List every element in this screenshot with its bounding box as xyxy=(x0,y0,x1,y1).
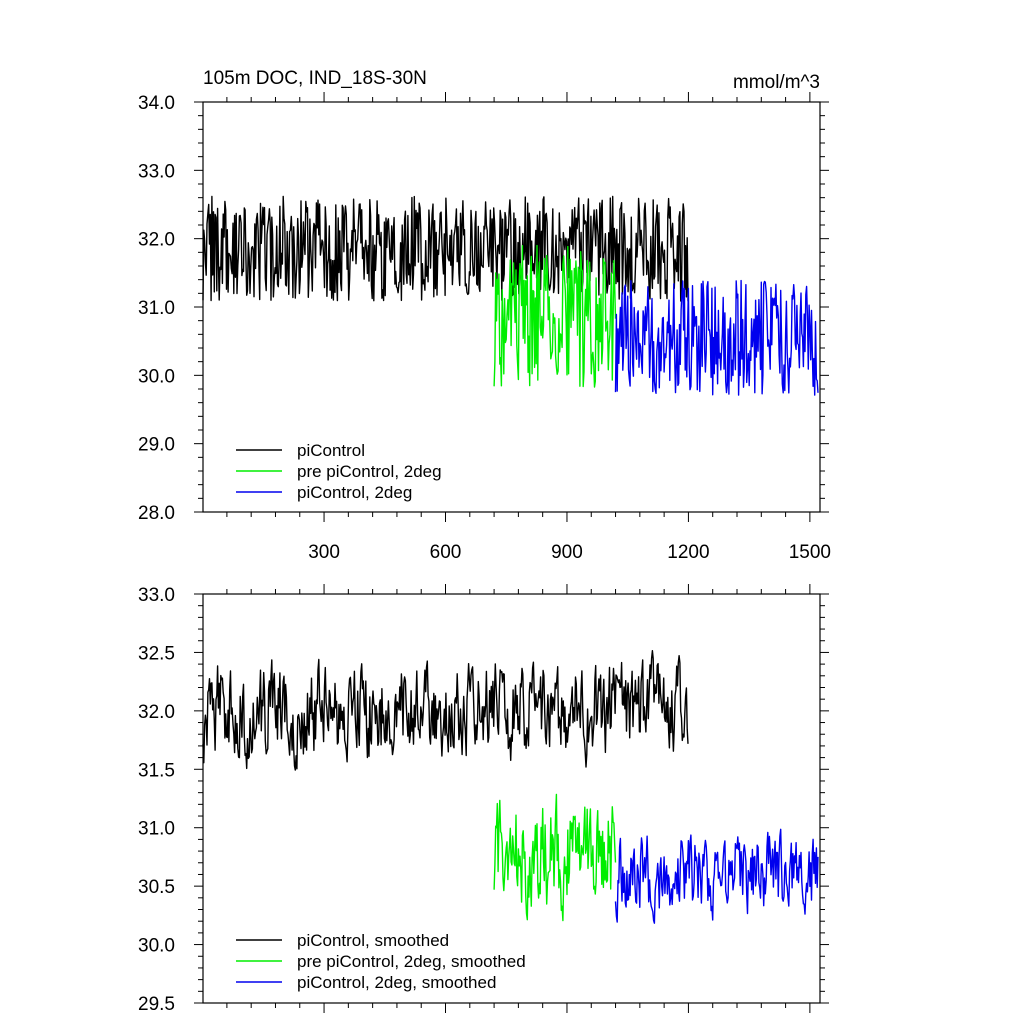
bottom-y-tick-labels: 33.0 32.5 32.0 31.5 31.0 30.5 30.0 29.5 xyxy=(138,585,175,1015)
y-tick-label: 32.5 xyxy=(138,643,175,664)
y-tick-label: 31.0 xyxy=(138,819,175,840)
series-line-pre-picontrol-2deg xyxy=(493,244,617,388)
top-chart-units: mmol/m^3 xyxy=(733,72,820,93)
y-tick-label: 34.0 xyxy=(138,93,175,114)
series-line-picontrol xyxy=(202,195,689,302)
y-tick-label: 29.0 xyxy=(138,435,175,456)
legend-label: piControl, 2deg, smoothed xyxy=(297,973,496,992)
bottom-series-lines xyxy=(202,650,819,924)
series-line-picontrol-2deg xyxy=(614,279,819,396)
legend-label: piControl xyxy=(297,441,365,460)
legend-label: piControl, 2deg xyxy=(297,483,412,502)
x-tick-label: 600 xyxy=(430,542,462,563)
bottom-ticks xyxy=(194,584,829,1013)
y-tick-label: 33.0 xyxy=(138,161,175,182)
series-line-picontrol-smoothed xyxy=(202,650,689,771)
x-tick-label: 300 xyxy=(308,542,340,563)
y-tick-label: 29.5 xyxy=(138,994,175,1015)
y-tick-label: 32.0 xyxy=(138,230,175,251)
x-tick-label: 1200 xyxy=(667,542,709,563)
top-panel: 105m DOC, IND_18S-30N mmol/m^3 34.033.03… xyxy=(138,68,831,563)
bottom-plot-frame xyxy=(202,593,821,1004)
y-tick-label: 33.0 xyxy=(138,585,175,606)
bottom-legend: piControl, smoothed pre piControl, 2deg, … xyxy=(236,931,526,992)
top-series-lines xyxy=(202,195,819,396)
y-tick-label: 28.0 xyxy=(138,503,175,524)
series-line-pre-picontrol-2deg-smoothed xyxy=(493,793,617,922)
y-tick-label: 30.5 xyxy=(138,877,175,898)
y-tick-label: 30.0 xyxy=(138,936,175,957)
bottom-panel: 33.0 32.5 32.0 31.5 31.0 30.5 30.0 29.5 piContr… xyxy=(138,584,829,1015)
legend-label: pre piControl, 2deg, smoothed xyxy=(297,952,526,971)
top-x-tick-labels: 300 600 900 1200 1500 xyxy=(308,542,831,563)
legend-label: piControl, smoothed xyxy=(297,931,449,950)
x-tick-label: 900 xyxy=(551,542,583,563)
y-tick-label: 32.0 xyxy=(138,702,175,723)
top-ticks xyxy=(194,92,829,522)
series-line-picontrol-2deg-smoothed xyxy=(614,828,819,924)
top-y-tick-labels: 34.0 33.0 32.0 31.0 30.0 29.0 28.0 xyxy=(138,93,175,524)
top-legend: piControl pre piControl, 2deg piControl, 2… xyxy=(236,441,442,502)
y-tick-label: 31.0 xyxy=(138,298,175,319)
y-tick-label: 31.5 xyxy=(138,760,175,781)
legend-label: pre piControl, 2deg xyxy=(297,462,442,481)
x-tick-label: 1500 xyxy=(789,542,831,563)
top-chart-title: 105m DOC, IND_18S-30N xyxy=(203,68,427,89)
y-tick-label: 30.0 xyxy=(138,366,175,387)
